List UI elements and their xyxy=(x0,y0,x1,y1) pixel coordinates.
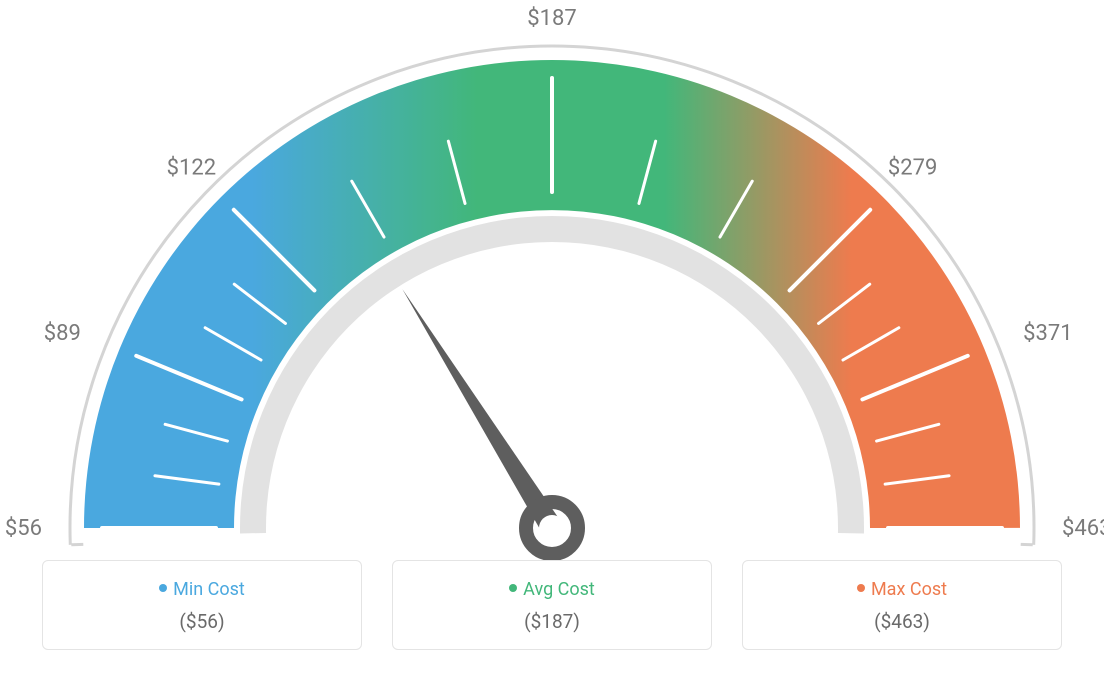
svg-text:$89: $89 xyxy=(44,321,81,346)
legend-max-dot-icon xyxy=(857,584,865,592)
legend-max-value: ($463) xyxy=(763,610,1041,633)
svg-text:$122: $122 xyxy=(167,155,216,180)
legend-min: Min Cost ($56) xyxy=(42,560,362,650)
svg-text:$56: $56 xyxy=(5,516,42,541)
svg-text:$187: $187 xyxy=(527,6,576,31)
svg-text:$371: $371 xyxy=(1023,321,1072,346)
legend-row: Min Cost ($56) Avg Cost ($187) Max Cost … xyxy=(0,560,1104,650)
legend-min-dot-icon xyxy=(159,584,167,592)
legend-max: Max Cost ($463) xyxy=(742,560,1062,650)
legend-avg-value: ($187) xyxy=(413,610,691,633)
svg-text:$279: $279 xyxy=(888,155,937,180)
legend-avg-title: Avg Cost xyxy=(413,579,691,600)
gauge-chart: $56 $89 $122 $187 $279 $371 $463 xyxy=(0,0,1104,560)
legend-max-label: Max Cost xyxy=(871,579,947,600)
gauge-svg: $56 $89 $122 $187 $279 $371 $463 xyxy=(0,0,1104,560)
legend-min-value: ($56) xyxy=(63,610,341,633)
legend-avg-label: Avg Cost xyxy=(523,579,595,600)
legend-min-title: Min Cost xyxy=(63,579,341,600)
legend-avg: Avg Cost ($187) xyxy=(392,560,712,650)
legend-avg-dot-icon xyxy=(509,584,517,592)
legend-max-title: Max Cost xyxy=(763,579,1041,600)
svg-text:$463: $463 xyxy=(1062,516,1104,541)
legend-min-label: Min Cost xyxy=(173,579,245,600)
